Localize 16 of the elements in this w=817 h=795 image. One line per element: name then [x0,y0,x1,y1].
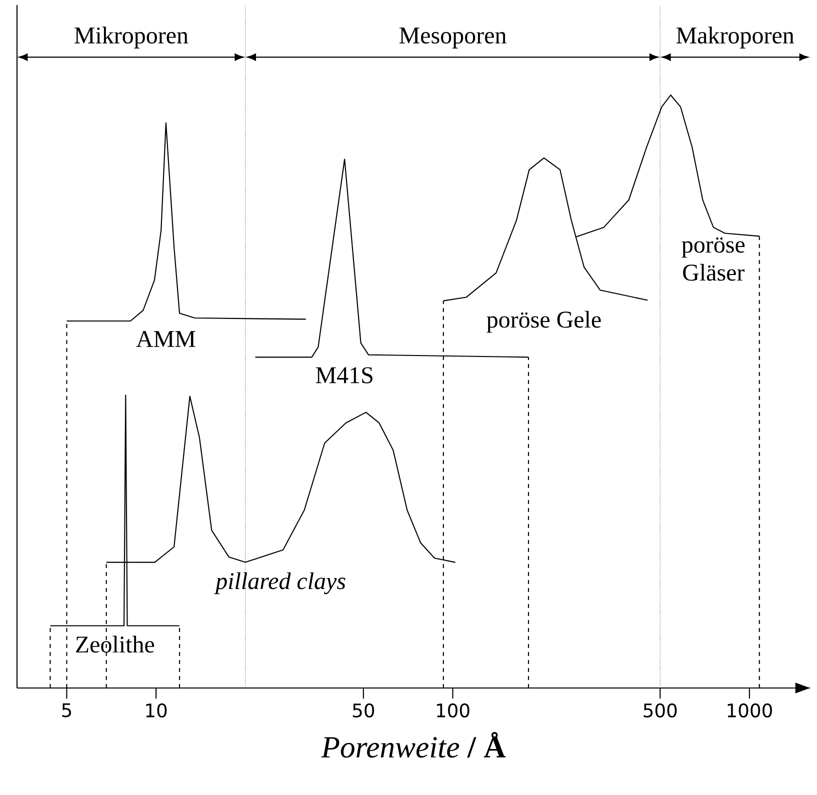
series-label: AMM [136,331,196,347]
series-label: M41S [316,367,372,384]
text: Mesoporen [399,28,506,48]
series-label: Zeolithe [76,636,154,653]
series-label: poröse Gele [486,310,601,333]
x-tick-label: 5 [62,703,72,718]
text: Mikroporen [74,26,188,48]
x-tick-label: 50 [352,703,374,718]
x-tick-label: 100 [436,703,470,718]
series-label: pillared clays [214,572,346,594]
text: Makroporen [676,26,794,48]
x-tick-label: 10 [146,703,167,718]
x-axis-title: Porenweite / Å [321,732,506,758]
x-tick-label: 1000 [728,703,772,718]
series-label: poröse Gläser [682,237,745,281]
x-tick-label: 500 [644,703,677,718]
